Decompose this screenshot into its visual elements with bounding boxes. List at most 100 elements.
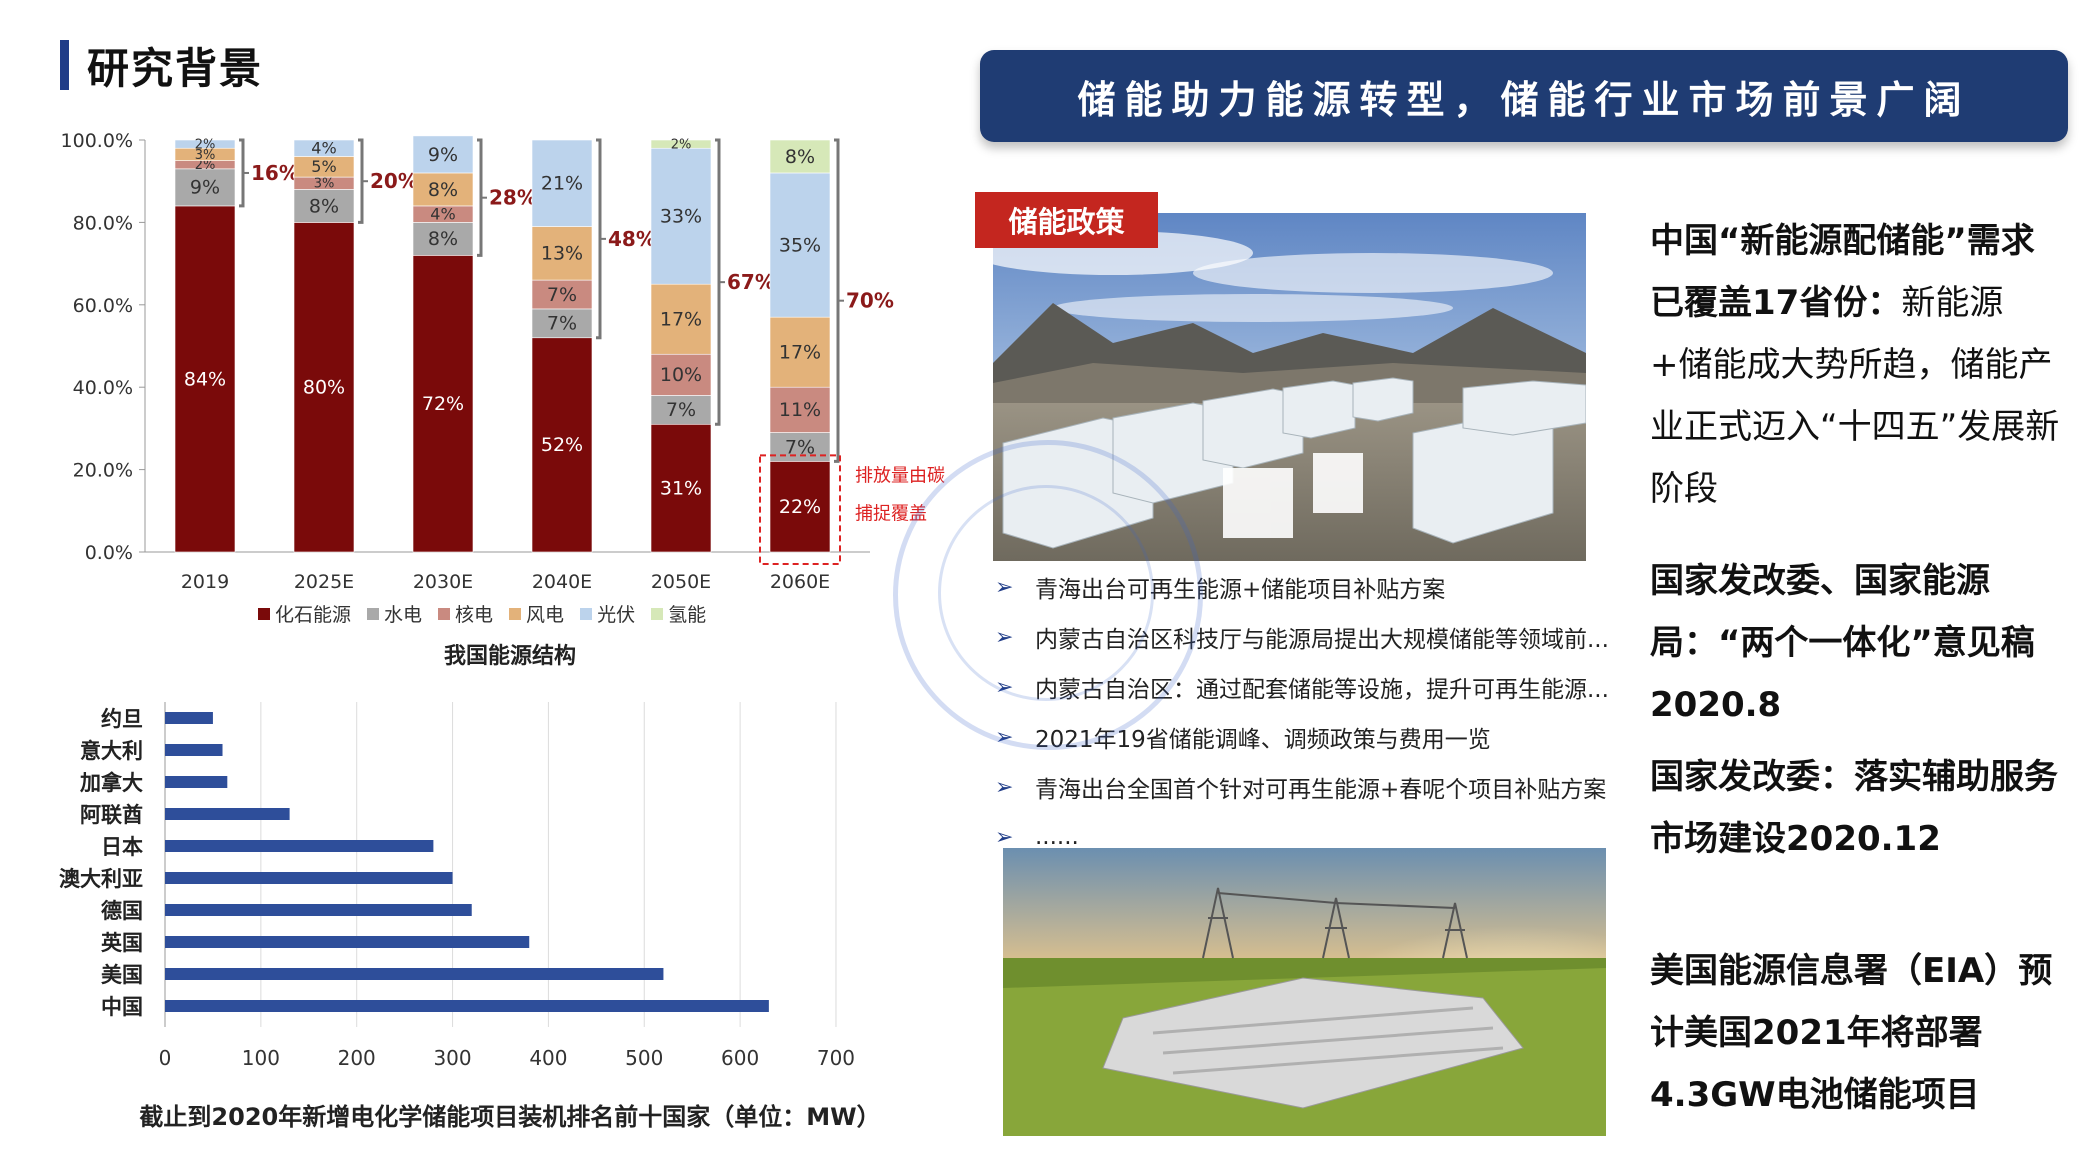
- data-label: 9%: [428, 144, 458, 166]
- bar-segment-核电: [650, 353, 712, 396]
- legend-item: 风电: [509, 600, 564, 627]
- bracket-label: 70%: [846, 289, 894, 313]
- bar-segment-核电: [769, 386, 831, 433]
- bar-segment-光伏: [293, 139, 355, 157]
- data-label: 13%: [541, 243, 583, 265]
- country-bar: [165, 1000, 769, 1012]
- bracket: [239, 138, 245, 208]
- bar-segment-水电: [650, 395, 712, 425]
- point-bold: 国家发改委：落实辅助服务市场建设2020.12: [1650, 757, 2058, 859]
- bar-segment-氢能: [769, 139, 831, 174]
- bar-segment-氢能: [650, 139, 712, 149]
- legend-item: 核电: [438, 600, 493, 627]
- section-title-text: 研究背景: [87, 43, 264, 93]
- data-label: 3%: [314, 177, 335, 192]
- bracket: [715, 138, 721, 426]
- data-label: 4%: [430, 204, 455, 223]
- y-tick-label: 100.0%: [61, 130, 133, 152]
- policy-item[interactable]: ➢ 内蒙古自治区：通过配套储能等设施，提升可再生能源...: [995, 662, 1635, 712]
- ndrc-point: 国家发改委、国家能源局：“两个一体化”意见稿2020.8: [1650, 550, 2060, 736]
- bar-segment-水电: [531, 308, 593, 339]
- bar-segment-风电: [531, 226, 593, 281]
- eia-point: 美国能源信息署（EIA）预计美国2021年将部署4.3GW电池储能项目: [1650, 940, 2060, 1126]
- legend-item: 水电: [367, 600, 422, 627]
- annotation-line-1: 排放量由碳: [855, 465, 945, 486]
- data-label: 2%: [671, 137, 692, 152]
- legend-label: 化石能源: [275, 604, 352, 626]
- storage-chart-title: 截止到2020年新增电化学储能项目装机排名前十国家（单位：MW）: [139, 1103, 881, 1131]
- data-label: 7%: [547, 284, 577, 306]
- data-label: 21%: [541, 173, 583, 195]
- policy-item[interactable]: ➢ 2021年19省储能调峰、调频政策与费用一览: [995, 712, 1635, 762]
- energy-legend: 化石能源 水电 核电 风电 光伏 氢能: [258, 600, 706, 627]
- policy-item-text: 青海出台全国首个针对可再生能源+春呢个项目补贴方案: [1035, 777, 1607, 803]
- bar-segment-化石能源: [412, 255, 474, 553]
- legend-swatch: [580, 607, 593, 620]
- country-label: 意大利: [80, 739, 143, 763]
- legend-swatch: [367, 607, 380, 620]
- policy-item[interactable]: ➢ 青海出台全国首个针对可再生能源+春呢个项目补贴方案: [995, 762, 1635, 812]
- banner: 储能助力能源转型，储能行业市场前景广阔: [980, 50, 2068, 142]
- arrow-icon: ➢: [995, 724, 1014, 750]
- storage-site-illustration: [993, 213, 1586, 561]
- bar-segment-化石能源: [293, 222, 355, 553]
- storage-station-illustration: [1003, 848, 1606, 1136]
- country-label: 德国: [101, 899, 143, 923]
- bar-segment-水电: [293, 189, 355, 223]
- bracket-label: 20%: [370, 169, 418, 193]
- policy-tag: 储能政策: [975, 192, 1158, 248]
- policy-item[interactable]: ➢......: [995, 812, 1635, 862]
- storage-station-photo: [1003, 848, 1606, 1136]
- storage-ranking-chart: 0 100 200 300 400 500 600 700 约旦意大利加拿大阿联酋日本澳大利亚德…: [59, 702, 855, 1070]
- point-bold: 国家发改委、国家能源局：“两个一体化”意见稿2020.8: [1650, 561, 2035, 725]
- x-tick-label: 0: [159, 1046, 172, 1070]
- country-bar: [165, 936, 530, 948]
- data-label: 10%: [660, 364, 702, 386]
- x-tick-label: 400: [529, 1046, 567, 1070]
- country-bar: [165, 840, 434, 852]
- country-label: 加拿大: [79, 771, 143, 795]
- policy-item[interactable]: ➢ 青海出台可再生能源+储能项目补贴方案: [995, 562, 1635, 612]
- legend-label: 光伏: [597, 604, 636, 626]
- data-label: 22%: [779, 496, 821, 518]
- data-label: 17%: [779, 342, 821, 364]
- annotation-line-2: 捕捉覆盖: [855, 503, 927, 524]
- bracket: [834, 138, 840, 463]
- arrow-icon: ➢: [995, 774, 1014, 800]
- arrow-icon: ➢: [995, 624, 1014, 650]
- country-bar: [165, 744, 223, 756]
- country-bar: [165, 904, 472, 916]
- bracket-label: 67%: [727, 270, 775, 294]
- policy-item[interactable]: ➢ 内蒙古自治区科技厅与能源局提出大规模储能等领域前...: [995, 612, 1635, 662]
- bar-segment-风电: [650, 283, 712, 355]
- legend-swatch: [438, 607, 451, 620]
- legend-item: 化石能源: [258, 600, 351, 627]
- data-label: 80%: [303, 377, 345, 399]
- bar-segment-化石能源: [174, 205, 236, 553]
- bracket-label: 48%: [608, 227, 656, 251]
- country-bar: [165, 712, 213, 724]
- section-title: 研究背景: [60, 40, 263, 93]
- policy-item-text: ......: [1035, 824, 1079, 850]
- data-label: 2%: [195, 158, 216, 173]
- bar-segment-化石能源: [650, 423, 712, 553]
- data-label: 5%: [311, 157, 336, 176]
- data-label: 8%: [309, 195, 339, 217]
- ndrc-service-point: 国家发改委：落实辅助服务市场建设2020.12: [1650, 746, 2060, 870]
- x-tick-label: 2019: [181, 571, 229, 593]
- legend-swatch: [651, 607, 664, 620]
- y-tick-label: 20.0%: [73, 460, 133, 482]
- bar-segment-光伏: [412, 135, 474, 174]
- country-bar: [165, 968, 664, 980]
- banner-title: 储能助力能源转型，储能行业市场前景广阔: [1077, 77, 1971, 122]
- x-tick-label: 100: [242, 1046, 280, 1070]
- x-tick-label: 2040E: [532, 571, 592, 593]
- policy-item-text: 内蒙古自治区：通过配套储能等设施，提升可再生能源...: [1035, 677, 1609, 703]
- legend-label: 氢能: [668, 604, 707, 626]
- legend-swatch: [258, 607, 270, 620]
- x-tick-label: 500: [625, 1046, 663, 1070]
- bar-segment-光伏: [174, 139, 236, 149]
- legend-label: 水电: [384, 604, 423, 626]
- legend-label: 核电: [455, 604, 494, 626]
- data-label: 35%: [779, 234, 821, 256]
